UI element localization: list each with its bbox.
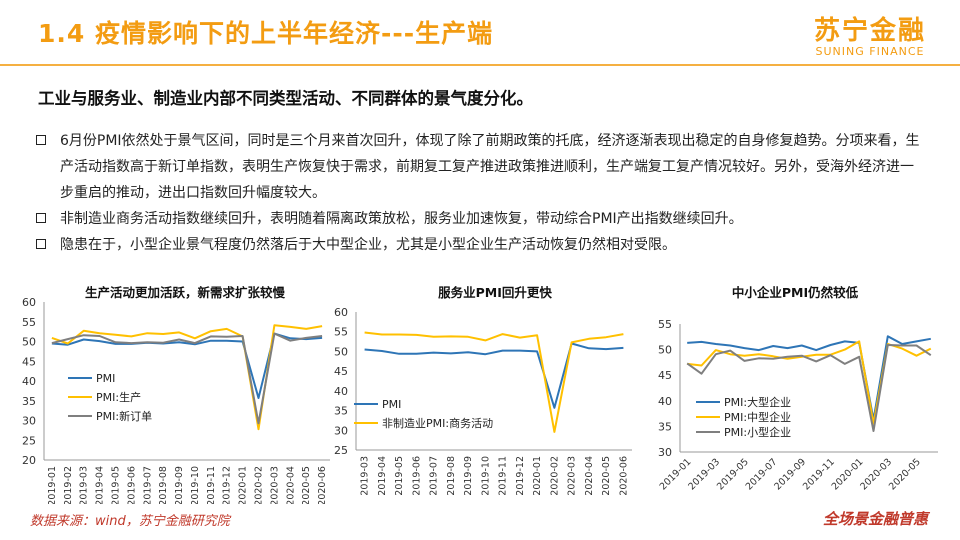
x-tick-label: 2019-04 [95,466,106,504]
x-tick-label: 2019-03 [360,456,371,496]
y-tick-label: 60 [22,296,36,309]
x-tick-label: 2019-09 [463,456,474,496]
y-tick-label: 30 [658,446,672,459]
x-tick-label: 2020-04 [285,466,296,504]
y-tick-label: 40 [334,385,348,398]
y-tick-label: 55 [22,316,36,329]
bullet-text: 隐患在于，小型企业景气程度仍然落后于大中型企业，尤其是小型企业生产活动恢复仍然相… [60,237,676,253]
section-subtitle: 工业与服务业、制造业内部不同类型活动、不同群体的景气度分化。 [38,89,533,108]
bullet-item: 6月份PMI依然处于景气区间，同时是三个月来首次回升，体现了除了前期政策的托底，… [36,128,926,206]
x-tick-label: 2019-11 [206,466,217,504]
bullet-list: 6月份PMI依然处于景气区间，同时是三个月来首次回升，体现了除了前期政策的托底，… [36,128,926,258]
x-tick-label: 2019-02 [63,466,74,504]
square-bullet-icon [36,213,46,223]
x-tick-label: 2020-06 [618,456,629,496]
square-bullet-icon [36,135,46,145]
legend-label: PMI:生产 [96,390,141,404]
legend-label: PMI:小型企业 [724,425,791,439]
x-tick-label: 2019-11 [498,456,509,496]
logo-text-cn: 苏宁金融 [813,16,926,46]
y-tick-label: 30 [334,424,348,437]
y-tick-label: 60 [334,306,348,319]
x-tick-label: 2019-09 [174,466,185,504]
x-tick-label: 2020-03 [269,466,280,504]
legend-label: PMI [382,398,401,411]
y-tick-label: 45 [334,365,348,378]
x-tick-label: 2019-07 [142,466,153,504]
x-tick-label: 2019-01 [47,466,58,504]
x-tick-label: 2019-12 [515,456,526,496]
x-tick-label: 2019-05 [394,456,405,496]
y-tick-label: 55 [658,318,672,331]
y-tick-label: 35 [658,420,672,433]
footer-logo: 全场景金融普惠 [822,510,928,528]
y-tick-label: 50 [334,345,348,358]
series-line [686,344,932,432]
series-line [51,332,323,425]
header-divider [0,64,960,66]
x-tick-label: 2019-08 [446,456,457,496]
data-source-note: 数据来源：wind，苏宁金融研究院 [30,514,230,529]
legend-label: PMI [96,372,115,385]
x-tick-label: 2019-07 [429,456,440,496]
x-tick-label: 2019-06 [126,466,137,504]
y-tick-label: 40 [658,395,672,408]
bullet-text: 6月份PMI依然处于景气区间，同时是三个月来首次回升，体现了除了前期政策的托底，… [60,133,920,201]
chart-services-pmi: 25 30 35 40 45 50 55 60 2019-03 2019-04 2019-05 201… [334,306,632,496]
y-tick-label: 50 [658,344,672,357]
chart-enterprise-size-pmi: 3035404550552019-012019-032019-052019-07… [658,318,938,493]
x-tick-label: 2019-10 [190,466,201,504]
x-tick-label: 2019-04 [377,456,388,496]
legend-label: PMI:新订单 [96,409,152,423]
y-tick-label: 30 [22,415,36,428]
square-bullet-icon [36,239,46,249]
y-tick-label: 25 [22,434,36,447]
x-tick-label: 2020-03 [567,456,578,496]
bullet-item: 隐患在于，小型企业景气程度仍然落后于大中型企业，尤其是小型企业生产活动恢复仍然相… [36,232,926,258]
y-tick-label: 20 [22,454,36,467]
x-tick-label: 2020-05 [887,457,923,493]
y-tick-label: 50 [22,336,36,349]
y-tick-label: 35 [334,405,348,418]
legend-label: PMI:中型企业 [724,410,791,424]
y-tick-label: 55 [334,326,348,339]
x-tick-label: 2020-06 [317,466,328,504]
x-tick-label: 2020-02 [254,466,265,504]
x-tick-label: 2019-08 [158,466,169,504]
x-tick-label: 2020-01 [532,456,543,496]
bullet-text: 非制造业商务活动指数继续回升，表明随着隔离政策放松，服务业加速恢复，带动综合PM… [60,211,743,227]
x-tick-label: 2019-06 [411,456,422,496]
chart-production-vs-orders: 20 25 30 35 40 45 50 55 60 2019-01 2019-02 2019-03 2… [22,296,330,504]
series-line [364,342,624,409]
x-tick-label: 2019-10 [480,456,491,496]
y-tick-label: 25 [334,444,348,457]
y-tick-label: 35 [22,395,36,408]
series-line [364,331,624,433]
series-line [51,332,323,399]
chart-2-title: 服务业PMI回升更快 [438,285,552,300]
legend-label: 非制造业PMI:商务活动 [382,416,493,430]
x-tick-label: 2019-12 [222,466,233,504]
x-tick-label: 2020-01 [238,466,249,504]
brand-logo: 苏宁金融 SUNING FINANCE [814,10,926,58]
series-line [687,335,931,421]
legend-label: PMI:大型企业 [724,395,791,409]
page-title: 1.4 疫情影响下的上半年经济---生产端 [38,19,494,48]
x-tick-label: 2020-05 [301,466,312,504]
chart-3-title: 中小企业PMI仍然较低 [731,285,859,300]
x-tick-label: 2020-02 [549,456,560,496]
x-tick-label: 2019-03 [79,466,90,504]
y-tick-label: 40 [22,375,36,388]
y-tick-label: 45 [658,369,672,382]
logo-text-en: SUNING FINANCE [815,45,925,58]
x-tick-label: 2020-04 [584,456,595,496]
bullet-item: 非制造业商务活动指数继续回升，表明随着隔离政策放松，服务业加速恢复，带动综合PM… [36,206,926,232]
series-line [51,324,323,431]
y-tick-label: 45 [22,355,36,368]
chart-1-title: 生产活动更加活跃，新需求扩张较慢 [84,285,285,300]
x-tick-label: 2020-05 [601,456,612,496]
x-tick-label: 2019-05 [111,466,122,504]
